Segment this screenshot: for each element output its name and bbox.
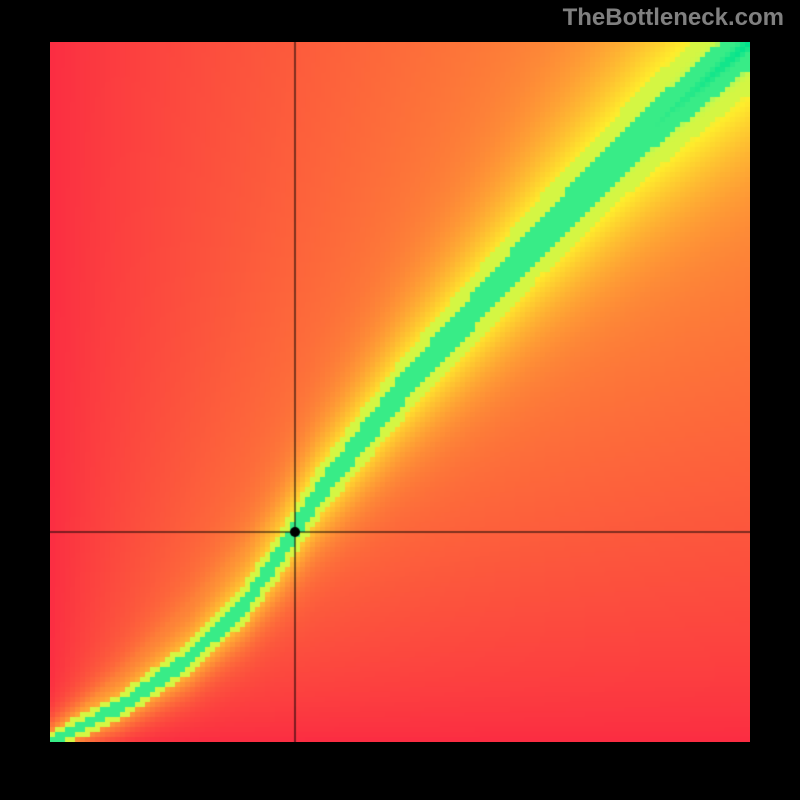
heatmap-plot-area [50,42,750,742]
watermark-text: TheBottleneck.com [563,4,784,32]
heatmap-canvas [50,42,750,742]
